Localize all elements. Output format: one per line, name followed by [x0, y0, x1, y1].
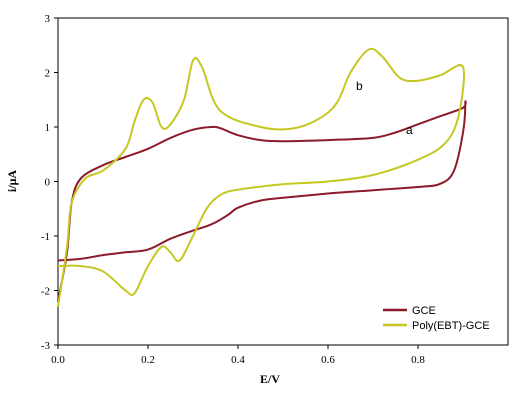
y-tick-label: -3	[41, 340, 51, 352]
y-axis-title: i/μA	[5, 170, 19, 192]
series-line-gce	[57, 100, 467, 302]
legend: GCE Poly(EBT)-GCE	[383, 305, 490, 332]
curve-label-b: b	[356, 79, 363, 93]
x-tick-label: 0.2	[141, 354, 155, 366]
x-axis-ticks: 0.0 0.2 0.4 0.6 0.8	[51, 345, 425, 366]
x-axis-title: E/V	[260, 372, 280, 386]
y-axis-ticks: 3 2 1 0 -1 -2 -3	[41, 13, 58, 352]
curve-label-a: a	[406, 123, 413, 137]
y-tick-label: 2	[45, 68, 51, 80]
series-line-poly-ebt-gce	[57, 47, 465, 307]
x-tick-label: 0.8	[411, 354, 425, 366]
legend-label-gce: GCE	[412, 305, 436, 317]
y-tick-label: 3	[45, 13, 51, 25]
x-tick-label: 0.0	[51, 354, 65, 366]
series-group	[57, 47, 467, 307]
legend-label-poly-ebt-gce: Poly(EBT)-GCE	[412, 320, 490, 332]
y-tick-label: -2	[41, 286, 50, 298]
plot-area	[57, 17, 509, 346]
x-tick-label: 0.6	[321, 354, 335, 366]
y-tick-label: -1	[41, 231, 50, 243]
y-tick-label: 0	[45, 177, 51, 189]
x-tick-label: 0.4	[231, 354, 245, 366]
y-tick-label: 1	[45, 122, 51, 134]
